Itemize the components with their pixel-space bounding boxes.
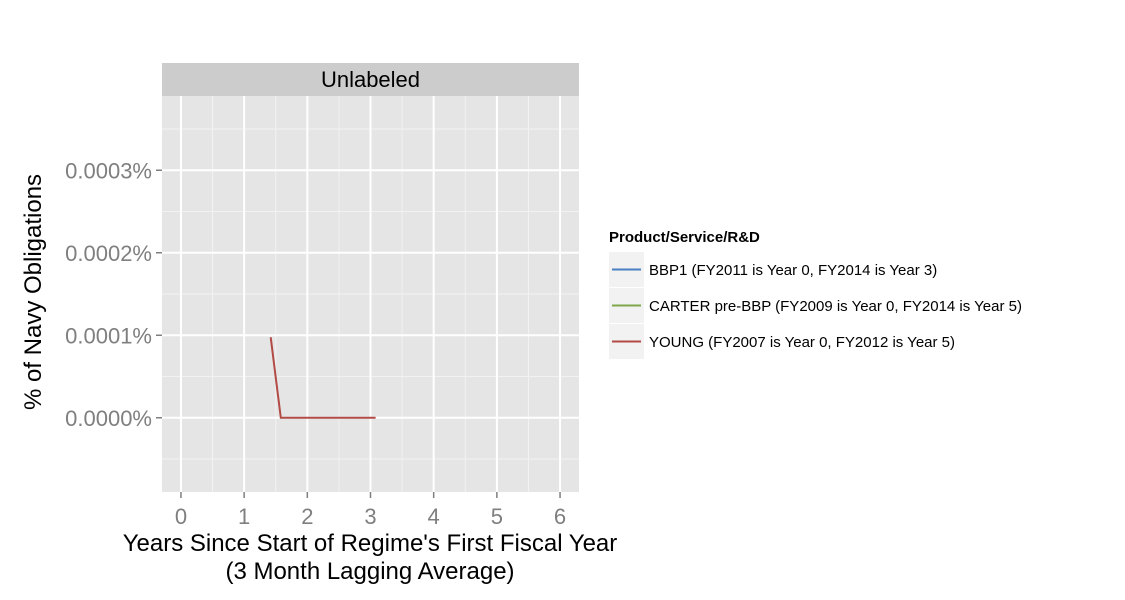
series-layer [269,337,376,419]
facet-strip [162,63,579,96]
y-tick-label: 0.0003% [65,158,152,183]
x-tick-label: 4 [428,504,440,529]
x-tick-label: 0 [175,504,187,529]
legend: Product/Service/R&D BBP1 (FY2011 is Year… [609,229,1022,359]
x-axis-title-line2: (3 Month Lagging Average) [225,558,514,585]
x-tick-label: 3 [364,504,376,529]
facet-strip-label: Unlabeled [321,67,420,92]
y-tick-label: 0.0002% [65,241,152,266]
x-tick-label: 1 [238,504,250,529]
legend-title: Product/Service/R&D [609,229,760,246]
y-tick-label: 0.0001% [65,323,152,348]
x-tick-label: 6 [554,504,566,529]
y-axis-title: % of Navy Obligations [20,174,47,410]
y-axis: 0.0000% 0.0001% 0.0002% 0.0003% [65,158,162,431]
x-axis-title-line1: Years Since Start of Regime's First Fisc… [123,530,618,557]
x-tick-label: 5 [491,504,503,529]
y-tick-label: 0.0000% [65,406,152,431]
legend-label: BBP1 (FY2011 is Year 0, FY2014 is Year 3… [649,262,937,279]
x-tick-label: 2 [301,504,313,529]
x-axis: 0 1 2 3 4 5 6 [175,492,566,529]
legend-label: YOUNG (FY2007 is Year 0, FY2012 is Year … [649,334,955,351]
legend-label: CARTER pre-BBP (FY2009 is Year 0, FY2014… [649,298,1022,315]
series-line [269,337,376,419]
